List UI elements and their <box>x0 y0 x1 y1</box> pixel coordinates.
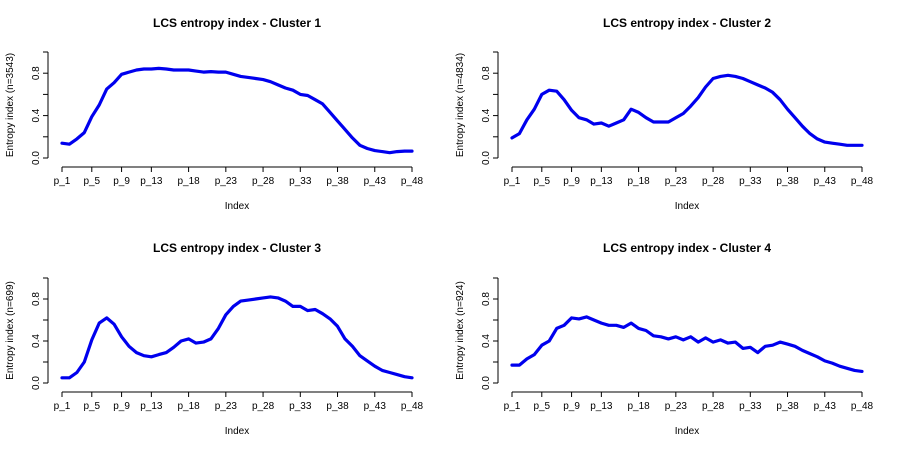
y-axis-label: Entropy index (n=4834) <box>455 53 466 157</box>
chart-title: LCS entropy index - Cluster 3 <box>153 241 321 255</box>
series-line-1 <box>510 73 864 147</box>
x-tick-label: p_48 <box>851 176 874 187</box>
chart-panel-4: LCS entropy index - Cluster 4 p_1 p_5 p_9 p_… <box>455 241 874 437</box>
x-tick-label: p_23 <box>665 401 688 412</box>
x-tick-label: p_9 <box>113 176 130 187</box>
chart-title: LCS entropy index - Cluster 2 <box>603 16 771 30</box>
y-tick-label: 0.0 <box>481 151 492 165</box>
series-line-1 <box>60 66 414 155</box>
y-axis-label: Entropy index (n=699) <box>5 281 16 380</box>
x-tick-label: p_48 <box>401 401 424 412</box>
x-tick-label: p_28 <box>252 401 275 412</box>
chart-panel-2: LCS entropy index - Cluster 2 p_1 p_5 p_9 p_… <box>455 16 874 212</box>
y-tick-label: 0.8 <box>31 66 42 80</box>
x-tick-label: p_33 <box>739 176 762 187</box>
x-tick-label: p_5 <box>83 401 100 412</box>
y-tick-label: 0.0 <box>31 376 42 390</box>
chart-panel-1: LCS entropy index - Cluster 1 p_1 p_5 p_9 p_… <box>5 16 424 212</box>
x-tick-label: p_33 <box>739 401 762 412</box>
x-tick-label: p_23 <box>215 176 238 187</box>
x-tick-label: p_1 <box>54 176 71 187</box>
chart-panel-3: LCS entropy index - Cluster 3 p_1 p_5 p_9 p_… <box>5 241 424 437</box>
x-tick-label: p_5 <box>83 176 100 187</box>
x-tick-label: p_18 <box>177 176 200 187</box>
x-tick-label: p_38 <box>776 401 799 412</box>
x-tick-label: p_18 <box>627 176 650 187</box>
y-axis-label: Entropy index (n=924) <box>455 281 466 380</box>
y-tick-label: 0.8 <box>481 292 492 306</box>
x-tick-label: p_1 <box>504 401 521 412</box>
x-tick-label: p_5 <box>533 401 550 412</box>
x-tick-label: p_38 <box>326 401 349 412</box>
x-tick-label: p_38 <box>326 176 349 187</box>
x-tick-label: p_43 <box>814 176 837 187</box>
x-tick-label: p_9 <box>563 401 580 412</box>
x-tick-label: p_43 <box>364 176 387 187</box>
chart-title: LCS entropy index - Cluster 4 <box>603 241 771 255</box>
y-tick-label: 0.8 <box>481 66 492 80</box>
x-tick-label: p_18 <box>627 401 650 412</box>
x-tick-label: p_13 <box>590 176 613 187</box>
x-tick-label: p_48 <box>851 401 874 412</box>
x-tick-label: p_28 <box>252 176 275 187</box>
y-axis-label: Entropy index (n=3543) <box>5 53 16 157</box>
chart-title: LCS entropy index - Cluster 1 <box>153 16 321 30</box>
x-tick-label: p_1 <box>504 176 521 187</box>
x-tick-label: p_9 <box>113 401 130 412</box>
x-tick-label: p_13 <box>140 176 163 187</box>
series-line-1 <box>60 295 414 380</box>
x-axis-label: Index <box>225 201 249 212</box>
y-tick-label: 0.0 <box>481 376 492 390</box>
x-tick-label: p_13 <box>140 401 163 412</box>
x-tick-label: p_23 <box>215 401 238 412</box>
x-axis-label: Index <box>675 201 699 212</box>
series-line-1 <box>510 315 864 373</box>
y-tick-label: 0.4 <box>31 334 42 348</box>
y-tick-label: 0.4 <box>31 108 42 122</box>
x-tick-label: p_28 <box>702 176 725 187</box>
x-axis-label: Index <box>225 426 249 437</box>
x-tick-label: p_28 <box>702 401 725 412</box>
y-tick-label: 0.4 <box>481 108 492 122</box>
x-tick-label: p_43 <box>364 401 387 412</box>
x-tick-label: p_1 <box>54 401 71 412</box>
x-tick-label: p_38 <box>776 176 799 187</box>
x-tick-label: p_48 <box>401 176 424 187</box>
x-tick-label: p_18 <box>177 401 200 412</box>
x-tick-label: p_5 <box>533 176 550 187</box>
x-tick-label: p_43 <box>814 401 837 412</box>
x-tick-label: p_33 <box>289 401 312 412</box>
x-tick-label: p_9 <box>563 176 580 187</box>
x-axis-label: Index <box>675 426 699 437</box>
y-tick-label: 0.8 <box>31 292 42 306</box>
x-tick-label: p_13 <box>590 401 613 412</box>
y-tick-label: 0.4 <box>481 334 492 348</box>
x-tick-label: p_33 <box>289 176 312 187</box>
y-tick-label: 0.0 <box>31 151 42 165</box>
x-tick-label: p_23 <box>665 176 688 187</box>
